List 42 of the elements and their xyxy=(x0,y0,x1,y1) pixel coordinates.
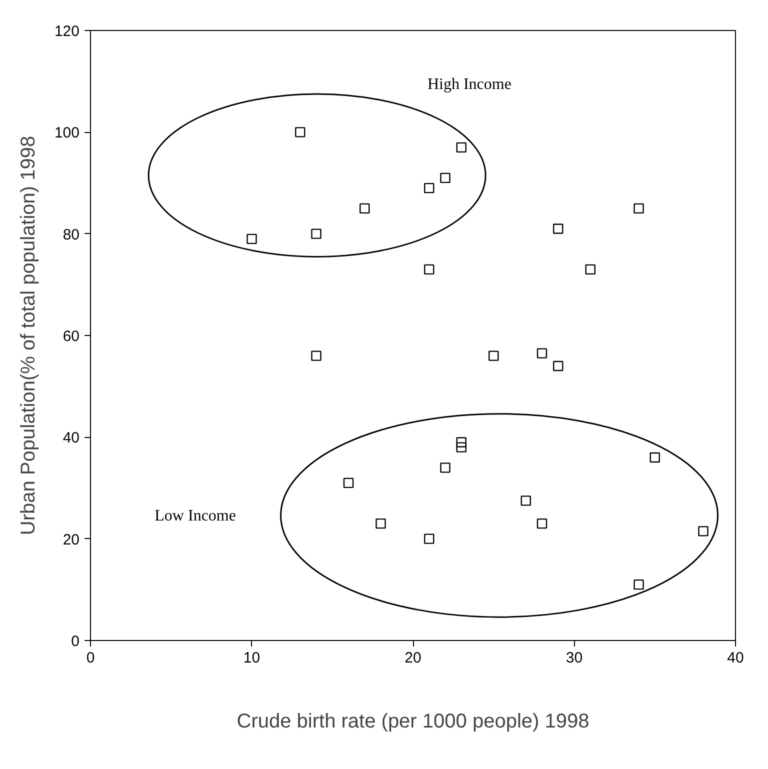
y-tick-label: 80 xyxy=(62,226,80,244)
annotation: Low Income xyxy=(154,507,236,524)
y-tick-label: 20 xyxy=(62,531,80,548)
point xyxy=(440,172,450,184)
point xyxy=(440,462,450,473)
point xyxy=(311,350,322,361)
x-axis-title: Crude birth rate (per 1000 people) 1998 xyxy=(236,710,590,732)
x-tick-label: 40 xyxy=(727,650,744,666)
y-tick-label: 100 xyxy=(54,124,80,142)
point xyxy=(520,496,531,506)
y-tick-label: 120 xyxy=(54,23,80,40)
point xyxy=(698,526,708,536)
point xyxy=(536,518,548,529)
point xyxy=(650,452,660,463)
point xyxy=(343,478,354,488)
point xyxy=(456,142,466,153)
point xyxy=(488,350,499,361)
point xyxy=(424,534,434,544)
point xyxy=(360,203,370,214)
point xyxy=(456,437,466,448)
x-tick-label: 20 xyxy=(404,650,422,666)
point xyxy=(634,203,644,214)
point xyxy=(553,360,564,372)
point xyxy=(424,264,434,275)
point xyxy=(536,348,548,358)
point xyxy=(634,579,644,590)
point xyxy=(376,518,386,529)
x-tick-label: 10 xyxy=(243,650,260,666)
point xyxy=(295,127,306,138)
point xyxy=(553,224,564,234)
point xyxy=(585,264,596,275)
point xyxy=(456,442,466,452)
y-tick-label: 60 xyxy=(62,328,80,345)
point xyxy=(424,182,434,194)
x-tick-label: 30 xyxy=(566,650,583,666)
point xyxy=(246,234,257,244)
point xyxy=(311,228,322,239)
y-tick-label: 40 xyxy=(62,430,80,447)
x-tick-label: 0 xyxy=(86,650,95,666)
y-axis-title: Urban Population(% of total population) 1998 xyxy=(17,136,40,536)
y-tick-label: 0 xyxy=(71,633,80,650)
annotation: High Income xyxy=(427,76,512,93)
